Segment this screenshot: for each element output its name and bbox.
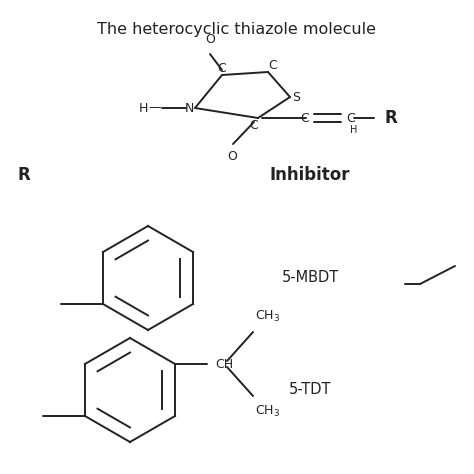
Text: The heterocyclic thiazole molecule: The heterocyclic thiazole molecule [98, 22, 376, 37]
Text: S: S [292, 91, 300, 103]
Text: O: O [227, 150, 237, 163]
Text: Inhibitor: Inhibitor [270, 166, 350, 184]
Text: N: N [185, 101, 194, 115]
Text: 5-TDT: 5-TDT [289, 383, 331, 398]
Text: CH$_3$: CH$_3$ [255, 404, 280, 419]
Text: C: C [249, 119, 258, 132]
Text: CH: CH [215, 357, 233, 371]
Text: —: — [149, 101, 161, 115]
Text: R: R [385, 109, 398, 127]
Text: C: C [218, 62, 227, 75]
Text: H: H [138, 101, 148, 115]
Text: H: H [350, 125, 357, 135]
Text: CH$_3$: CH$_3$ [255, 309, 280, 324]
Text: O: O [205, 33, 215, 46]
Text: C: C [300, 111, 309, 125]
Text: R: R [18, 166, 31, 184]
Text: 5-MBDT: 5-MBDT [282, 271, 338, 285]
Text: C: C [346, 111, 355, 125]
Text: C: C [268, 59, 277, 72]
